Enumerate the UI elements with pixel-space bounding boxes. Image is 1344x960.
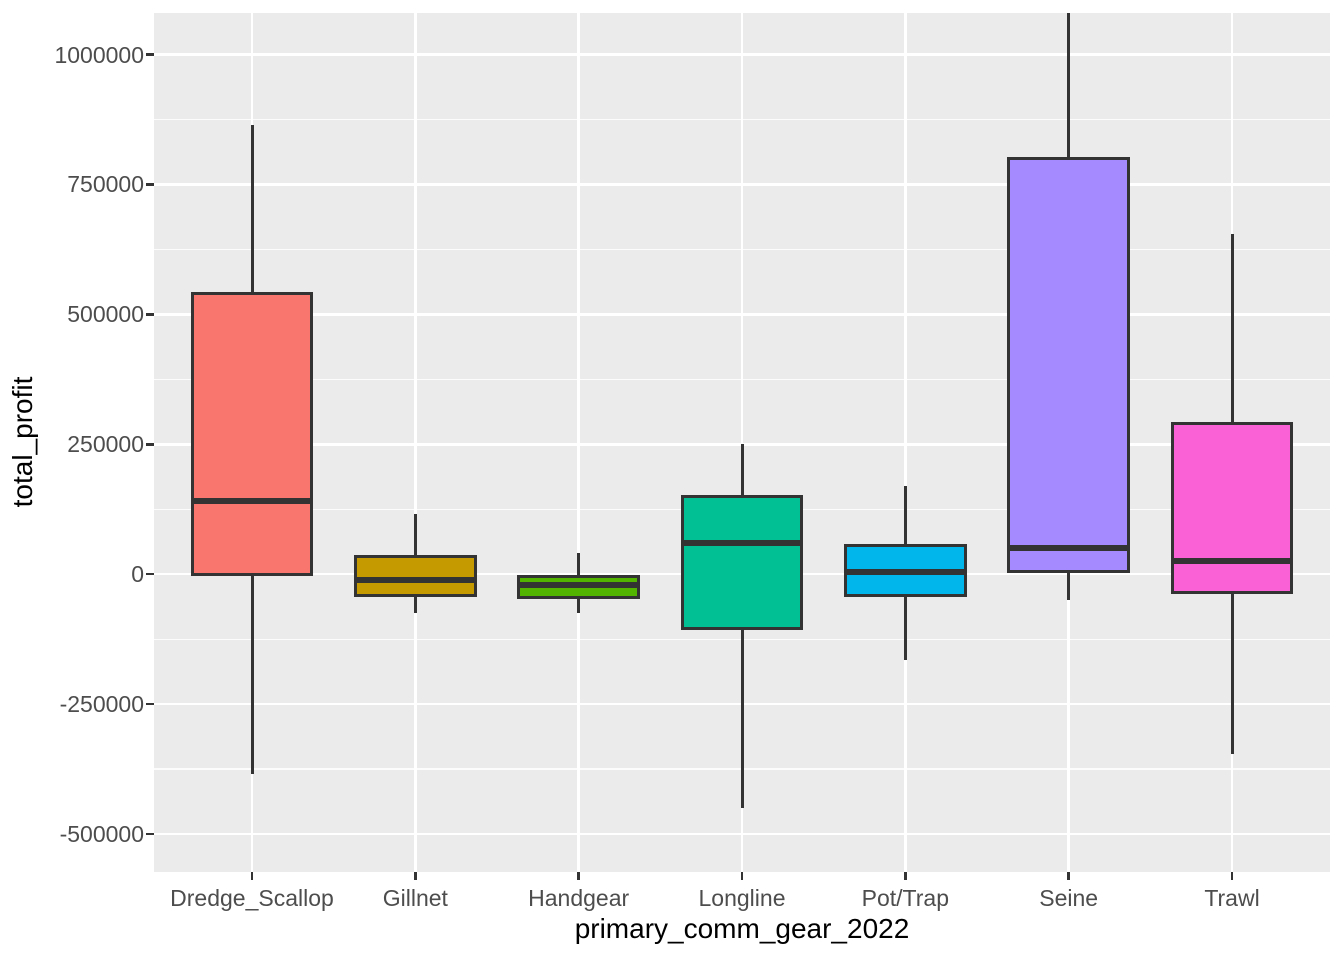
median-line [190,498,314,505]
x-tick-label: Gillnet [382,885,448,911]
boxplot-box [1170,422,1294,594]
x-tick-mark [577,872,580,880]
x-tick-mark [1230,872,1234,880]
major-gridline-vertical [577,13,580,872]
y-tick-label: -500000 [59,821,144,848]
y-tick-label: -250000 [59,691,144,718]
y-tick-mark [146,53,154,56]
upper-whisker [250,124,254,294]
y-tick-label: 1000000 [54,41,144,68]
boxplot-box [680,494,804,631]
major-gridline-vertical [740,13,744,872]
y-tick-label: 0 [131,561,144,588]
x-tick-label: Longline [698,885,786,911]
major-gridline-vertical [414,13,417,872]
y-tick-label: 250000 [67,431,144,458]
median-line [680,540,804,547]
lower-whisker [577,597,581,614]
y-tick-label: 750000 [67,171,144,198]
upper-whisker [1067,13,1071,159]
upper-whisker [903,485,907,546]
y-tick-mark [146,572,154,576]
x-tick-label: Seine [1039,885,1099,911]
y-tick-label: 500000 [67,301,144,328]
x-axis-title: primary_comm_gear_2022 [574,913,910,944]
lower-whisker [413,595,417,614]
y-tick-mark [146,183,154,186]
plot-panel [154,13,1330,872]
median-line [1007,545,1130,552]
x-tick-label: Dredge_Scallop [170,885,334,911]
x-tick-label: Trawl [1204,885,1260,911]
x-tick-mark [414,872,417,880]
lower-whisker [250,574,254,775]
boxplot-box [190,292,314,576]
x-tick-label: Handgear [528,885,630,911]
x-tick-mark [250,872,254,880]
lower-whisker [1230,592,1234,754]
boxplot-box [1007,157,1130,574]
y-tick-mark [146,832,154,836]
lower-whisker [740,628,744,809]
boxplot-box [354,554,477,597]
x-tick-mark [904,872,907,880]
major-gridline-vertical [904,13,907,872]
upper-whisker [577,553,581,577]
median-line [1170,558,1294,565]
median-line [354,577,477,584]
x-tick-mark [740,872,744,880]
upper-whisker [740,444,744,497]
x-tick-mark [1067,872,1070,880]
y-tick-mark [146,313,154,316]
y-tick-mark [146,443,154,446]
lower-whisker [903,595,907,660]
upper-whisker [1230,233,1234,424]
y-tick-mark [146,702,154,706]
lower-whisker [1067,571,1071,601]
median-line [517,581,640,588]
median-line [844,568,967,575]
upper-whisker [413,514,417,557]
x-tick-label: Pot/Trap [861,885,949,911]
